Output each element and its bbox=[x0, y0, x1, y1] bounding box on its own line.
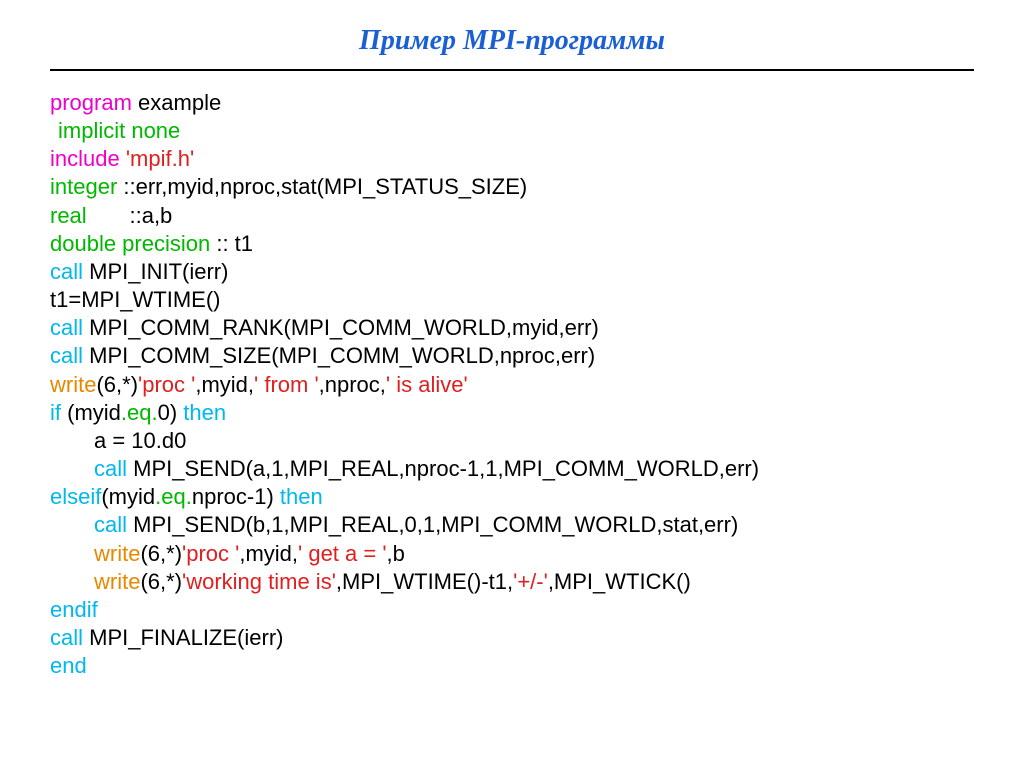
code-token: a = 10.d0 bbox=[94, 428, 186, 453]
code-line-15: call MPI_SEND(b,1,MPI_REAL,0,1,MPI_COMM_… bbox=[50, 511, 974, 539]
code-token: ,nproc, bbox=[319, 372, 386, 397]
code-token: write bbox=[50, 372, 96, 397]
code-token: ,MPI_WTICK() bbox=[548, 569, 691, 594]
code-line-1: implicit none bbox=[50, 117, 974, 145]
slide-title: Пример MPI-программы bbox=[50, 25, 974, 57]
code-token: MPI_INIT(ierr) bbox=[83, 259, 228, 284]
code-token: ,myid, bbox=[195, 372, 254, 397]
code-token: MPI_COMM_SIZE(MPI_COMM_WORLD,nproc,err) bbox=[83, 343, 595, 368]
code-token: MPI_SEND(a,1,MPI_REAL,nproc-1,1,MPI_COMM… bbox=[127, 456, 759, 481]
code-token: 0) bbox=[158, 400, 184, 425]
code-line-0: program example bbox=[50, 89, 974, 117]
code-token: MPI_SEND(b,1,MPI_REAL,0,1,MPI_COMM_WORLD… bbox=[127, 512, 738, 537]
code-token: real bbox=[50, 203, 129, 228]
code-token: call bbox=[50, 315, 83, 340]
code-token: ,b bbox=[387, 541, 405, 566]
code-line-8: call MPI_COMM_RANK(MPI_COMM_WORLD,myid,e… bbox=[50, 314, 974, 342]
code-line-12: a = 10.d0 bbox=[50, 427, 974, 455]
code-token: ' get a = ' bbox=[298, 541, 387, 566]
code-token: call bbox=[94, 456, 127, 481]
code-token: nproc-1) bbox=[192, 484, 280, 509]
code-line-19: call MPI_FINALIZE(ierr) bbox=[50, 624, 974, 652]
code-line-14: elseif(myid.eq.nproc-1) then bbox=[50, 483, 974, 511]
code-token: :: t1 bbox=[216, 231, 253, 256]
code-token: endif bbox=[50, 597, 98, 622]
code-token: t1=MPI_WTIME() bbox=[50, 287, 221, 312]
code-token: (6,*) bbox=[140, 569, 182, 594]
code-token: program bbox=[50, 90, 132, 115]
code-block: program exampleimplicit noneinclude 'mpi… bbox=[50, 89, 974, 680]
code-token: write bbox=[94, 569, 140, 594]
code-token: elseif bbox=[50, 484, 101, 509]
code-token: (myid bbox=[67, 400, 121, 425]
code-token: include bbox=[50, 146, 126, 171]
code-line-2: include 'mpif.h' bbox=[50, 145, 974, 173]
code-token: end bbox=[50, 653, 87, 678]
code-token: 'proc ' bbox=[138, 372, 195, 397]
code-line-9: call MPI_COMM_SIZE(MPI_COMM_WORLD,nproc,… bbox=[50, 342, 974, 370]
code-line-16: write(6,*)'proc ',myid,' get a = ',b bbox=[50, 540, 974, 568]
code-token: write bbox=[94, 541, 140, 566]
code-token: 'mpif.h' bbox=[126, 146, 194, 171]
code-token: MPI_FINALIZE(ierr) bbox=[83, 625, 283, 650]
code-token: if bbox=[50, 400, 67, 425]
code-token: call bbox=[50, 343, 83, 368]
code-line-17: write(6,*)'working time is',MPI_WTIME()-… bbox=[50, 568, 974, 596]
code-token: double precision bbox=[50, 231, 216, 256]
code-token: .eq. bbox=[121, 400, 158, 425]
code-token: ,MPI_WTIME()-t1, bbox=[336, 569, 513, 594]
code-line-20: end bbox=[50, 652, 974, 680]
code-line-11: if (myid.eq.0) then bbox=[50, 399, 974, 427]
title-divider bbox=[50, 69, 974, 71]
code-token: ,myid, bbox=[239, 541, 298, 566]
code-token: then bbox=[183, 400, 226, 425]
code-token: ::a,b bbox=[129, 203, 172, 228]
code-token: (myid bbox=[101, 484, 155, 509]
code-token: integer bbox=[50, 174, 123, 199]
code-line-6: call MPI_INIT(ierr) bbox=[50, 258, 974, 286]
code-line-3: integer ::err,myid,nproc,stat(MPI_STATUS… bbox=[50, 173, 974, 201]
code-line-18: endif bbox=[50, 596, 974, 624]
code-token: 'working time is' bbox=[182, 569, 336, 594]
code-token: ::err,myid,nproc,stat(MPI_STATUS_SIZE) bbox=[123, 174, 527, 199]
code-token: .eq. bbox=[155, 484, 192, 509]
code-token: ' from ' bbox=[254, 372, 319, 397]
code-line-4: real ::a,b bbox=[50, 202, 974, 230]
code-token: '+/-' bbox=[513, 569, 548, 594]
code-token: call bbox=[50, 259, 83, 284]
code-token: implicit none bbox=[58, 118, 180, 143]
code-token: ' is alive' bbox=[386, 372, 468, 397]
code-line-13: call MPI_SEND(a,1,MPI_REAL,nproc-1,1,MPI… bbox=[50, 455, 974, 483]
code-line-7: t1=MPI_WTIME() bbox=[50, 286, 974, 314]
code-token: MPI_COMM_RANK(MPI_COMM_WORLD,myid,err) bbox=[83, 315, 599, 340]
code-token: 'proc ' bbox=[182, 541, 239, 566]
code-token: call bbox=[50, 625, 83, 650]
code-line-10: write(6,*)'proc ',myid,' from ',nproc,' … bbox=[50, 371, 974, 399]
code-token: (6,*) bbox=[140, 541, 182, 566]
code-line-5: double precision :: t1 bbox=[50, 230, 974, 258]
slide-container: Пример MPI-программы program exampleimpl… bbox=[0, 0, 1024, 768]
code-token: then bbox=[280, 484, 323, 509]
code-token: example bbox=[132, 90, 221, 115]
code-token: (6,*) bbox=[96, 372, 138, 397]
code-token: call bbox=[94, 512, 127, 537]
